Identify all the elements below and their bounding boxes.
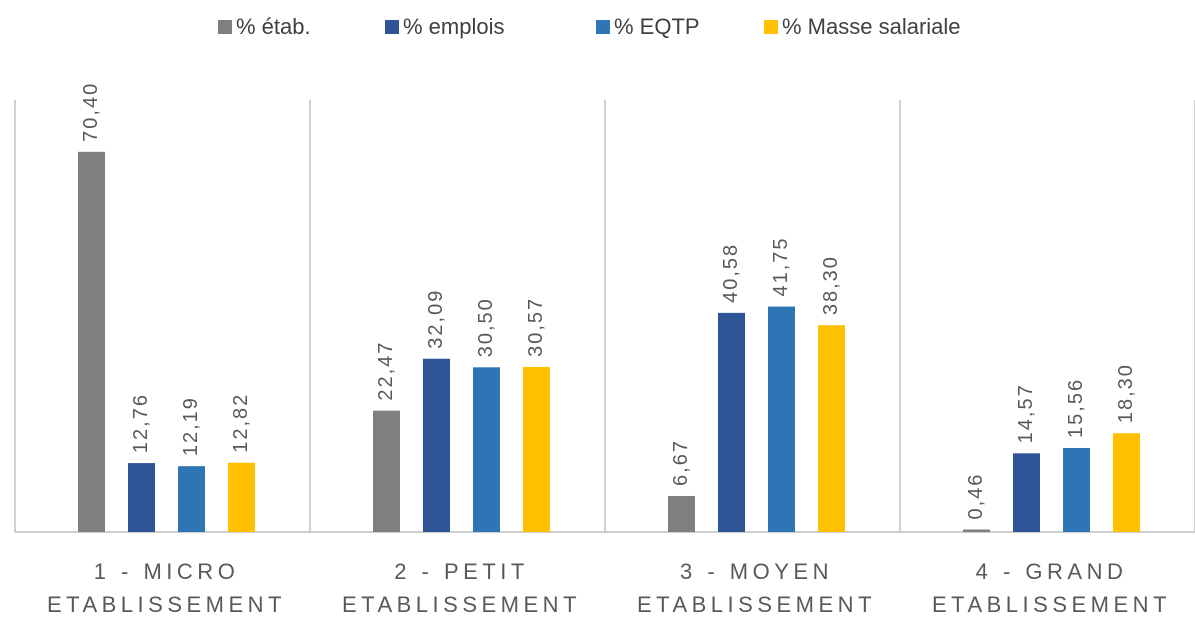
bar	[78, 151, 105, 532]
value-label: 14,57	[1015, 383, 1037, 443]
bar	[523, 366, 550, 532]
value-label: 6,67	[670, 439, 692, 486]
bar	[1013, 453, 1040, 532]
x-tick-label: 4 - GRAND	[976, 559, 1128, 584]
legend-swatch	[218, 20, 232, 34]
x-tick-label: 3 - MOYEN	[680, 559, 833, 584]
bar	[473, 367, 500, 532]
bar	[423, 358, 450, 532]
value-label: 32,09	[425, 289, 447, 349]
value-label: 41,75	[770, 236, 792, 296]
legend-swatch	[596, 20, 610, 34]
value-label: 30,57	[525, 297, 547, 357]
x-tick-label: ETABLISSEMENT	[342, 592, 581, 617]
bar	[373, 410, 400, 532]
value-label: 12,19	[180, 396, 202, 456]
legend-label: % EQTP	[614, 14, 700, 39]
x-tick-label: ETABLISSEMENT	[637, 592, 876, 617]
value-label: 40,58	[720, 243, 742, 303]
bar	[718, 312, 745, 532]
value-label: 12,82	[230, 393, 252, 453]
value-label: 0,46	[965, 473, 987, 520]
value-label: 30,50	[475, 297, 497, 357]
x-tick-label: 1 - MICRO	[94, 559, 240, 584]
value-label: 70,40	[80, 82, 102, 142]
bar	[128, 463, 155, 532]
legend-label: % Masse salariale	[782, 14, 961, 39]
x-tick-label: ETABLISSEMENT	[47, 592, 286, 617]
value-label: 18,30	[1115, 363, 1137, 423]
value-label: 22,47	[375, 341, 397, 401]
legend-swatch	[385, 20, 399, 34]
value-label: 38,30	[820, 255, 842, 315]
bar	[818, 325, 845, 532]
bar	[1063, 447, 1090, 532]
bar	[668, 495, 695, 532]
value-label: 15,56	[1065, 378, 1087, 438]
x-tick-label: 2 - PETIT	[394, 559, 529, 584]
bar	[1113, 433, 1140, 532]
x-tick-label: ETABLISSEMENT	[932, 592, 1171, 617]
legend-label: % étab.	[236, 14, 311, 39]
bar	[768, 306, 795, 532]
bar	[178, 466, 205, 532]
bar	[963, 529, 990, 532]
value-label: 12,76	[130, 393, 152, 453]
legend-swatch	[764, 20, 778, 34]
bar	[228, 462, 255, 532]
legend-label: % emplois	[403, 14, 504, 39]
